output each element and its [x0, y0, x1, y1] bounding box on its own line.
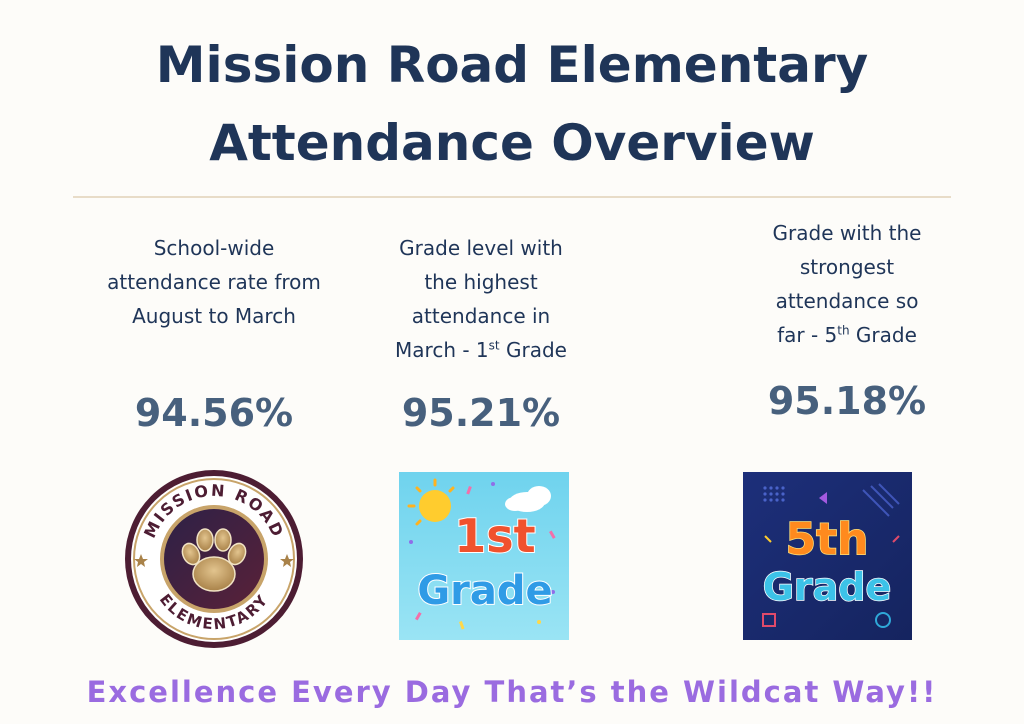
- schoolwide-rate-description: School-wide attendance rate from August …: [107, 236, 321, 328]
- paw-logo-icon: MISSION ROAD ELEMENTARY: [125, 470, 303, 648]
- strongest-grade-description: Grade with the strongest attendance so f…: [727, 216, 967, 352]
- highest-march-grade-value: 95.21%: [401, 391, 561, 435]
- description-text: March - 1: [395, 338, 489, 362]
- description-text: far - 5: [777, 323, 838, 347]
- footer-tagline: Excellence Every Day That’s the Wildcat …: [86, 675, 938, 709]
- svg-text:Grade: Grade: [763, 565, 892, 609]
- description-line: far - 5th Grade: [727, 318, 967, 352]
- highest-march-grade-description: Grade level with the highest attendance …: [352, 231, 610, 367]
- page-title-line-1: Mission Road Elementary: [155, 36, 869, 94]
- school-logo: MISSION ROAD ELEMENTARY: [123, 468, 305, 650]
- cloud-icon: [505, 486, 551, 512]
- ordinal-suffix: st: [488, 338, 500, 353]
- fifth-grade-image: 5th Grade: [743, 472, 912, 640]
- first-grade-image: 1st Grade: [399, 472, 569, 640]
- description-text: Grade: [499, 338, 567, 362]
- svg-text:5th: 5th: [786, 514, 869, 565]
- title-divider: [73, 196, 951, 198]
- svg-text:1st: 1st: [454, 509, 535, 563]
- schoolwide-rate-value: 94.56%: [134, 391, 294, 435]
- first-grade-graphic: 1st Grade: [399, 472, 569, 640]
- description-line: the highest: [424, 270, 538, 294]
- sun-icon: [407, 478, 455, 526]
- svg-text:Grade: Grade: [417, 568, 552, 614]
- description-line: March - 1st Grade: [352, 333, 610, 367]
- description-line: Grade with the: [772, 221, 922, 245]
- fifth-grade-graphic: 5th Grade: [743, 472, 912, 640]
- ordinal-suffix: th: [837, 323, 850, 338]
- description-line: attendance in: [411, 304, 551, 328]
- description-line: strongest: [799, 255, 895, 279]
- description-line: attendance so: [775, 289, 919, 313]
- strongest-grade-value: 95.18%: [767, 379, 927, 423]
- description-line: Grade level with: [399, 236, 563, 260]
- description-text: Grade: [849, 323, 917, 347]
- page-title-line-2: Attendance Overview: [209, 114, 815, 172]
